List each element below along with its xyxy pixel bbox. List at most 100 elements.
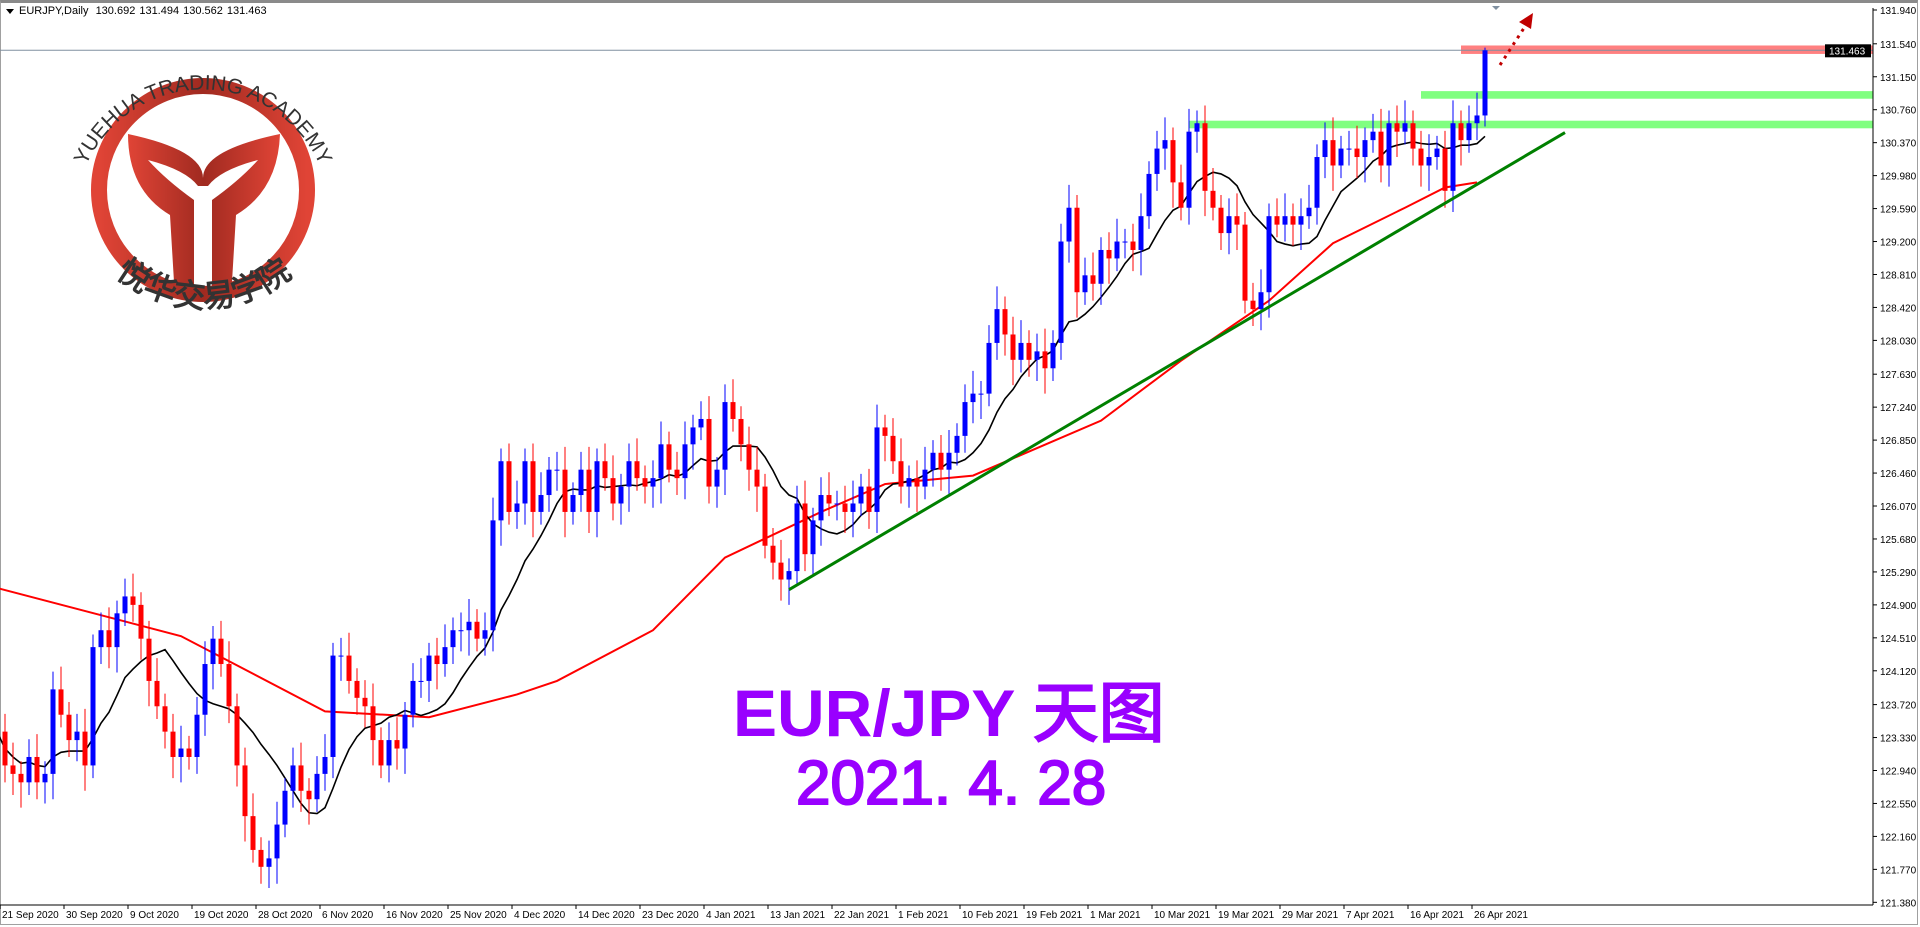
candle-body bbox=[1450, 123, 1456, 191]
y-tick-label: 121.770 bbox=[1880, 865, 1917, 876]
current-price-box bbox=[1825, 44, 1871, 58]
candle-body bbox=[1226, 216, 1232, 234]
candle-body bbox=[986, 342, 992, 394]
candle-body bbox=[266, 858, 272, 867]
candle-body bbox=[1066, 207, 1072, 242]
y-tick-label: 123.720 bbox=[1880, 701, 1917, 712]
candle-body bbox=[362, 697, 368, 707]
candle-body bbox=[642, 478, 648, 487]
candle-body bbox=[1466, 123, 1472, 141]
x-tick-label: 19 Oct 2020 bbox=[194, 910, 249, 921]
candle-body bbox=[1194, 123, 1200, 132]
candle-body bbox=[1322, 140, 1328, 158]
candle-body bbox=[890, 435, 896, 462]
candle-body bbox=[1442, 148, 1448, 191]
candle-body bbox=[650, 478, 656, 487]
candle-body bbox=[1242, 224, 1248, 301]
dropdown-icon[interactable] bbox=[6, 8, 14, 14]
x-tick-label: 7 Apr 2021 bbox=[1346, 910, 1395, 921]
x-tick-label: 28 Oct 2020 bbox=[258, 910, 313, 921]
candle-body bbox=[154, 680, 160, 707]
candle-body bbox=[186, 748, 192, 757]
candle-body bbox=[1370, 131, 1376, 141]
candle-body bbox=[978, 393, 984, 395]
arrow-head-icon bbox=[1519, 13, 1533, 29]
y-tick-label: 122.940 bbox=[1880, 767, 1917, 778]
y-tick-label: 131.150 bbox=[1880, 73, 1917, 84]
candle-body bbox=[722, 402, 728, 470]
candle-body bbox=[50, 689, 56, 774]
candle-body bbox=[34, 756, 40, 783]
candle-body bbox=[1378, 131, 1384, 166]
candle-body bbox=[1050, 342, 1056, 369]
x-tick-label: 25 Nov 2020 bbox=[450, 910, 507, 921]
candle-body bbox=[114, 613, 120, 648]
candle-body bbox=[834, 503, 840, 505]
logo: YUEHUA TRADING ACADEMY 悦华交易学院 bbox=[70, 71, 337, 316]
candle-body bbox=[626, 461, 632, 487]
candle-body bbox=[874, 427, 880, 512]
candle-body bbox=[490, 520, 496, 631]
candle-body bbox=[498, 461, 504, 521]
candle-body bbox=[1002, 309, 1008, 335]
x-tick-label: 13 Jan 2021 bbox=[770, 910, 825, 921]
candle-body bbox=[210, 638, 216, 665]
y-tick-label: 128.030 bbox=[1880, 336, 1917, 347]
y-tick-label: 130.760 bbox=[1880, 106, 1917, 117]
x-tick-label: 1 Mar 2021 bbox=[1090, 910, 1141, 921]
y-tick-label: 127.240 bbox=[1880, 403, 1917, 414]
x-tick-label: 1 Feb 2021 bbox=[898, 910, 949, 921]
candle-body bbox=[234, 706, 240, 766]
candle-body bbox=[754, 469, 760, 487]
candle-body bbox=[1210, 190, 1216, 208]
ohlc-low: 130.562 bbox=[183, 5, 223, 17]
candle-body bbox=[1474, 115, 1480, 124]
candle-body bbox=[1218, 207, 1224, 234]
candle-body bbox=[922, 469, 928, 487]
candle-body bbox=[858, 486, 864, 504]
trendline bbox=[788, 131, 1566, 591]
candle-body bbox=[610, 478, 616, 504]
candle-body bbox=[994, 309, 1000, 343]
candle-body bbox=[522, 461, 528, 504]
logo-ring bbox=[91, 78, 315, 302]
candle-body bbox=[706, 418, 712, 487]
candle-body bbox=[482, 630, 488, 639]
candle-body bbox=[58, 689, 64, 715]
candle-body bbox=[1026, 342, 1032, 360]
candle-body bbox=[162, 706, 168, 732]
candle-body bbox=[42, 773, 48, 783]
x-tick-label: 4 Jan 2021 bbox=[706, 910, 756, 921]
candle-body bbox=[1386, 123, 1392, 166]
y-tick-label: 129.200 bbox=[1880, 238, 1917, 249]
candle-body bbox=[698, 418, 704, 428]
candle-body bbox=[1106, 249, 1112, 259]
candle-body bbox=[434, 655, 440, 665]
candle-body bbox=[690, 427, 696, 445]
candle-body bbox=[1146, 173, 1152, 217]
candle-body bbox=[538, 495, 544, 512]
candle-body bbox=[1290, 216, 1296, 225]
candle-body bbox=[466, 621, 472, 631]
x-tick-label: 21 Sep 2020 bbox=[2, 910, 59, 921]
candle-body bbox=[1410, 123, 1416, 149]
y-tick-label: 124.120 bbox=[1880, 667, 1917, 678]
candle-body bbox=[1034, 351, 1040, 360]
candle-body bbox=[634, 461, 640, 479]
candle-body bbox=[1018, 342, 1024, 360]
candle-body bbox=[1338, 148, 1344, 166]
candle-body bbox=[1130, 241, 1136, 250]
candle-body bbox=[1202, 123, 1208, 191]
candle-body bbox=[1266, 216, 1272, 293]
chart-header: EURJPY,Daily 130.692 131.494 130.562 131.46… bbox=[6, 5, 271, 17]
zone-red bbox=[1461, 45, 1873, 54]
candle-body bbox=[354, 680, 360, 698]
y-tick-label: 126.070 bbox=[1880, 502, 1917, 513]
y-tick-label: 128.810 bbox=[1880, 270, 1917, 281]
candle-body bbox=[370, 706, 376, 741]
candle-body bbox=[314, 773, 320, 800]
candle-body bbox=[90, 647, 96, 766]
overlay-title: EUR/JPY 天图 bbox=[733, 676, 1165, 750]
symbol-label: EURJPY,Daily bbox=[19, 5, 89, 17]
